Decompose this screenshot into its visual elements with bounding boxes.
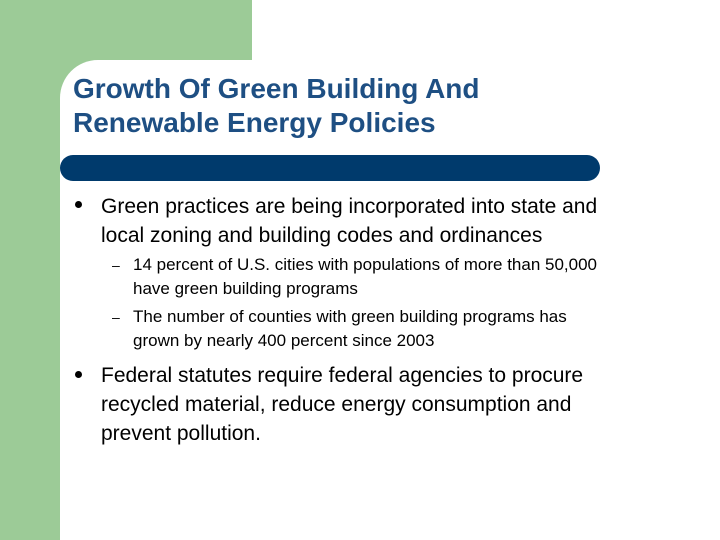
- bullet-text-line: Federal statutes require federal agencie…: [101, 364, 584, 387]
- bullet-text-line: recycled material, reduce energy consump…: [101, 393, 572, 416]
- title-underline-bar: [60, 155, 600, 181]
- sub-bullet-text-line: have green building programs: [133, 279, 358, 298]
- slide-title-line-2: Renewable Energy Policies: [73, 107, 436, 138]
- sub-bullet-item: The number of counties with green buildi…: [133, 305, 703, 353]
- sub-bullet-text-line: The number of counties with green buildi…: [133, 307, 567, 326]
- left-accent-strip: [0, 0, 60, 540]
- bullet-item: Green practices are being incorporated i…: [101, 192, 701, 250]
- sub-bullet-dash-icon: –: [112, 257, 120, 273]
- sub-bullet-text-line: grown by nearly 400 percent since 2003: [133, 331, 435, 350]
- bullet-item: Federal statutes require federal agencie…: [101, 361, 701, 448]
- sub-bullet-item: 14 percent of U.S. cities with populatio…: [133, 253, 703, 301]
- bullet-text-line: Green practices are being incorporated i…: [101, 195, 598, 218]
- bullet-text-line: local zoning and building codes and ordi…: [101, 224, 543, 247]
- sub-bullet-text-line: 14 percent of U.S. cities with populatio…: [133, 255, 597, 274]
- sub-bullet-dash-icon: –: [112, 309, 120, 325]
- bullet-dot-icon: [75, 201, 82, 208]
- slide-title-line-1: Growth Of Green Building And: [73, 73, 480, 104]
- bullet-text-line: prevent pollution.: [101, 422, 261, 445]
- bullet-dot-icon: [75, 371, 82, 378]
- slide-title: Growth Of Green Building And Renewable E…: [73, 72, 673, 140]
- content-panel: [60, 60, 720, 540]
